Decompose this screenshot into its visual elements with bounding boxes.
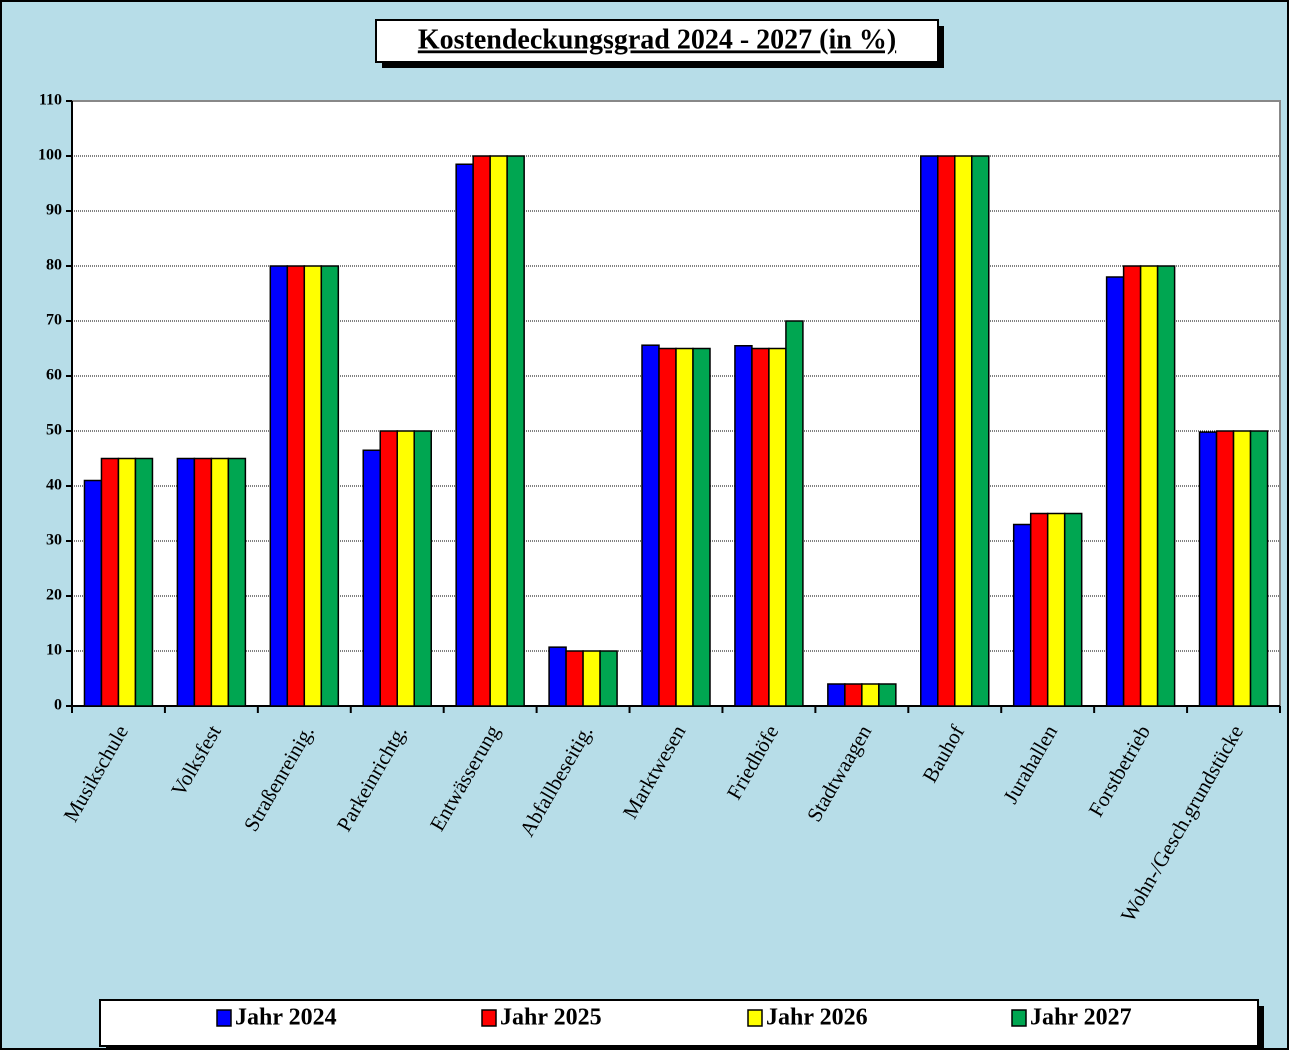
bar bbox=[134, 457, 154, 707]
bar bbox=[1232, 430, 1252, 707]
bar bbox=[506, 155, 525, 707]
bar bbox=[565, 650, 584, 707]
bar bbox=[413, 430, 432, 707]
bar bbox=[1029, 512, 1049, 707]
y-tick-label: 90 bbox=[46, 202, 62, 219]
bar bbox=[83, 479, 103, 707]
bar bbox=[303, 265, 323, 707]
bar bbox=[1046, 512, 1066, 707]
bar bbox=[675, 347, 694, 707]
bar bbox=[117, 457, 137, 707]
y-tick-label: 0 bbox=[54, 697, 62, 714]
legend-label: Jahr 2026 bbox=[766, 1005, 868, 1031]
bar bbox=[1249, 430, 1269, 707]
y-tick-label: 20 bbox=[46, 587, 62, 604]
legend-marker bbox=[1011, 1009, 1027, 1027]
legend-marker bbox=[747, 1009, 763, 1027]
bar bbox=[227, 457, 247, 707]
bar bbox=[1122, 265, 1142, 707]
bar bbox=[920, 155, 939, 707]
y-tick-label: 10 bbox=[46, 642, 62, 659]
bar bbox=[193, 457, 213, 707]
bar bbox=[878, 683, 897, 707]
y-tick-label: 110 bbox=[39, 92, 62, 109]
bar bbox=[396, 430, 415, 707]
bar bbox=[734, 345, 753, 707]
legend-marker bbox=[481, 1009, 497, 1027]
bar bbox=[582, 650, 601, 707]
legend-marker bbox=[216, 1009, 232, 1027]
y-tick-label: 100 bbox=[38, 147, 62, 164]
legend-box bbox=[99, 999, 1259, 1047]
bar bbox=[548, 646, 567, 707]
chart-title: Kostendeckungsgrad 2024 - 2027 (in %) bbox=[418, 24, 896, 55]
bar bbox=[176, 457, 196, 707]
bar bbox=[362, 449, 381, 707]
bar bbox=[269, 265, 289, 707]
bar bbox=[1156, 265, 1176, 707]
y-tick-label: 50 bbox=[46, 422, 62, 439]
bar bbox=[827, 683, 846, 707]
bar bbox=[658, 347, 677, 707]
bar bbox=[785, 320, 804, 707]
bar bbox=[100, 457, 120, 707]
y-tick-label: 70 bbox=[46, 312, 62, 329]
legend-label: Jahr 2025 bbox=[500, 1005, 602, 1031]
bar bbox=[692, 347, 711, 707]
bar bbox=[1139, 265, 1159, 707]
bar bbox=[210, 457, 230, 707]
legend-label: Jahr 2027 bbox=[1030, 1005, 1132, 1031]
bar bbox=[455, 163, 474, 707]
bar bbox=[937, 155, 956, 707]
bar bbox=[1063, 512, 1083, 707]
y-tick-label: 80 bbox=[46, 257, 62, 274]
bar bbox=[1012, 523, 1032, 707]
bar bbox=[954, 155, 973, 707]
bar bbox=[1215, 430, 1235, 707]
bar bbox=[641, 344, 660, 707]
bar bbox=[599, 650, 618, 707]
bar bbox=[751, 347, 770, 707]
bar bbox=[1198, 431, 1218, 707]
y-tick-label: 30 bbox=[46, 532, 62, 549]
bar bbox=[861, 683, 880, 707]
bar bbox=[379, 430, 398, 707]
bar bbox=[1105, 276, 1125, 707]
title-box bbox=[375, 19, 939, 63]
bar bbox=[320, 265, 340, 707]
bar bbox=[971, 155, 990, 707]
bar bbox=[844, 683, 863, 707]
bar bbox=[286, 265, 306, 707]
y-tick-label: 40 bbox=[46, 477, 62, 494]
legend-label: Jahr 2024 bbox=[235, 1005, 337, 1031]
bar bbox=[472, 155, 491, 707]
bar bbox=[489, 155, 508, 707]
bar bbox=[768, 347, 787, 707]
y-tick-label: 60 bbox=[46, 367, 62, 384]
